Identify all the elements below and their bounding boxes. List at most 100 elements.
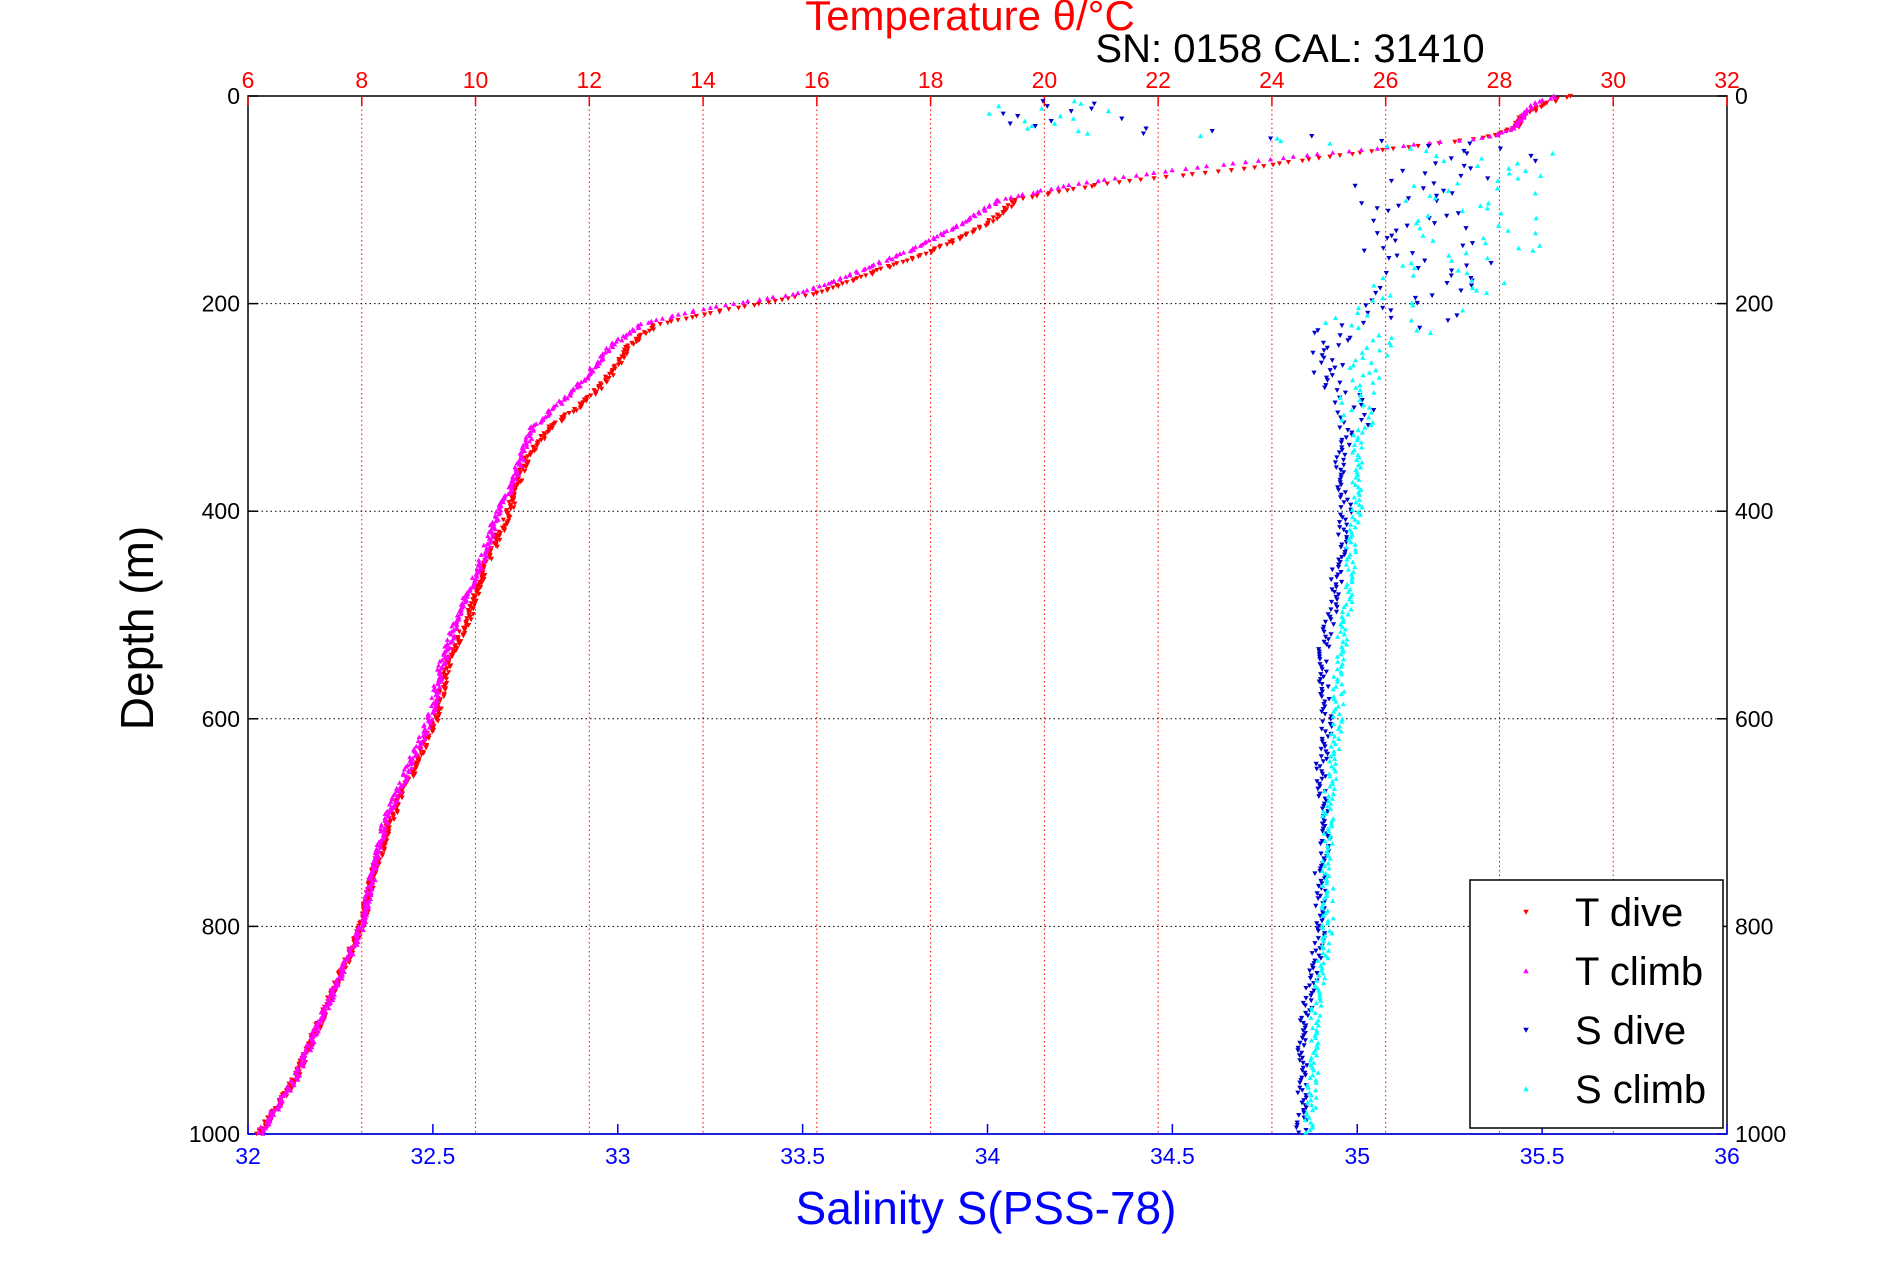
data-point: [450, 651, 456, 656]
data-point: [512, 471, 518, 476]
data-point: [564, 395, 570, 401]
data-point: [303, 1046, 309, 1051]
data-point: [1133, 173, 1139, 178]
data-point: [1339, 671, 1345, 677]
data-point: [260, 1131, 266, 1136]
data-point: [1484, 205, 1491, 211]
data-point: [1388, 308, 1394, 314]
data-point: [1302, 1003, 1308, 1009]
data-point: [1445, 318, 1451, 324]
data-point: [1315, 928, 1321, 934]
data-point: [1348, 502, 1354, 508]
data-point: [1346, 596, 1353, 602]
data-point: [1302, 1117, 1308, 1123]
data-point: [336, 974, 342, 980]
legend-marker: [1523, 909, 1529, 915]
data-point: [377, 840, 384, 846]
data-point: [1326, 828, 1332, 834]
data-point: [1317, 764, 1323, 769]
data-point: [726, 307, 732, 312]
data-point: [1324, 751, 1331, 757]
data-point: [1003, 195, 1009, 201]
data-point: [944, 228, 950, 234]
data-point: [1339, 624, 1345, 629]
data-point: [1547, 96, 1554, 101]
data-point: [1388, 178, 1395, 184]
data-point: [417, 745, 423, 750]
data-point: [1390, 146, 1396, 152]
data-point: [618, 361, 625, 366]
data-point: [1297, 1040, 1303, 1046]
data-point: [1370, 218, 1377, 224]
data-point: [990, 219, 996, 225]
data-point: [604, 379, 610, 385]
data-point: [1310, 1122, 1316, 1128]
data-point: [1296, 1053, 1303, 1058]
data-point: [1484, 290, 1490, 296]
data-point: [1121, 174, 1127, 180]
data-point: [1329, 796, 1335, 801]
data-point: [429, 695, 435, 700]
data-point: [430, 700, 436, 706]
data-point: [1344, 556, 1350, 562]
data-point: [1410, 302, 1416, 308]
data-point: [1349, 574, 1356, 580]
data-point: [1321, 819, 1328, 824]
data-point: [1332, 460, 1339, 466]
data-point: [1461, 163, 1467, 169]
data-point: [1315, 896, 1321, 901]
data-point: [470, 606, 476, 612]
data-point: [1267, 156, 1274, 162]
data-point: [772, 299, 778, 304]
data-point: [1420, 233, 1426, 238]
data-point: [949, 241, 956, 246]
data-point: [1376, 375, 1382, 380]
data-point: [362, 904, 368, 910]
data-point: [1349, 579, 1355, 585]
data-point: [1359, 398, 1365, 403]
data-point: [326, 1005, 332, 1011]
data-point: [1319, 868, 1325, 874]
data-point: [369, 873, 375, 879]
data-point: [1316, 155, 1322, 161]
data-point: [1019, 191, 1026, 197]
data-point: [1353, 385, 1359, 390]
data-point: [440, 671, 447, 677]
data-point: [444, 666, 450, 671]
data-point: [1329, 930, 1335, 936]
data-point: [1169, 167, 1175, 173]
data-point: [1334, 679, 1341, 684]
data-point: [444, 637, 450, 642]
data-point: [1340, 616, 1346, 622]
data-point: [1140, 131, 1147, 137]
data-point: [1330, 713, 1336, 719]
data-point: [280, 1093, 286, 1098]
data-point: [1469, 241, 1476, 246]
data-point: [1328, 599, 1335, 605]
data-point: [1394, 253, 1400, 259]
data-point: [1299, 158, 1306, 164]
data-point: [623, 344, 629, 350]
data-point: [1319, 694, 1325, 700]
data-point: [524, 441, 530, 447]
data-point: [295, 1067, 302, 1073]
data-point: [869, 272, 876, 277]
data-point: [1309, 133, 1315, 139]
data-point: [1309, 990, 1315, 996]
data-point: [1353, 467, 1359, 472]
data-point: [1311, 1067, 1317, 1073]
data-point: [757, 297, 763, 302]
data-point: [1091, 101, 1097, 107]
data-point: [1339, 718, 1345, 724]
tick-label-temperature: 20: [1032, 67, 1058, 93]
data-point: [1316, 781, 1323, 787]
data-point: [571, 409, 577, 415]
data-point: [1352, 517, 1358, 522]
data-point: [430, 710, 436, 715]
data-point: [1315, 1022, 1322, 1028]
data-point: [1303, 1095, 1309, 1101]
data-point: [1318, 1002, 1324, 1008]
data-point: [442, 687, 448, 693]
